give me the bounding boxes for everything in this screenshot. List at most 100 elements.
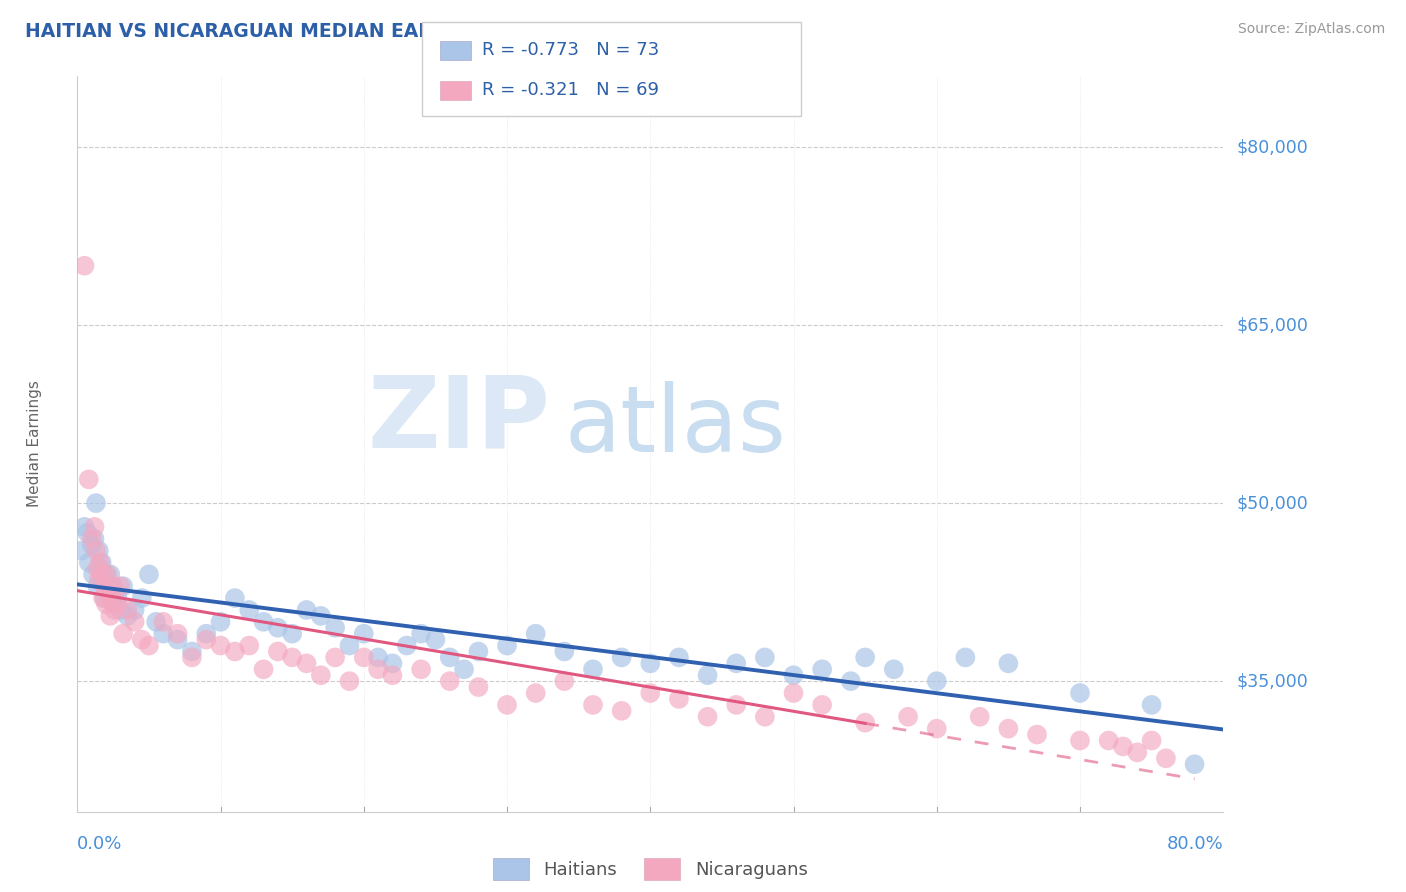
Point	[96, 567, 118, 582]
Point	[811, 698, 834, 712]
Point	[1112, 739, 1135, 754]
Point	[610, 650, 633, 665]
Point	[425, 632, 447, 647]
Point	[367, 662, 389, 676]
Point	[152, 626, 174, 640]
Point	[411, 626, 433, 640]
Point	[524, 686, 547, 700]
Point	[96, 579, 118, 593]
Point	[80, 538, 103, 552]
Point	[782, 686, 804, 700]
Point	[97, 585, 120, 599]
Point	[90, 556, 112, 570]
Point	[180, 644, 204, 658]
Point	[367, 650, 389, 665]
Point	[853, 715, 876, 730]
Point	[696, 668, 718, 682]
Point	[84, 543, 107, 558]
Point	[339, 639, 361, 653]
Point	[395, 639, 418, 653]
Text: Source: ZipAtlas.com: Source: ZipAtlas.com	[1237, 22, 1385, 37]
Point	[87, 543, 110, 558]
Point	[89, 556, 111, 570]
Point	[103, 597, 125, 611]
Point	[98, 567, 121, 582]
Point	[1184, 757, 1206, 772]
Point	[381, 668, 404, 682]
Point	[209, 615, 232, 629]
Point	[124, 603, 146, 617]
Point	[997, 657, 1019, 671]
Legend: Haitians, Nicaraguans: Haitians, Nicaraguans	[485, 851, 815, 888]
Point	[439, 674, 461, 689]
Point	[883, 662, 905, 676]
Point	[224, 644, 246, 658]
Point	[70, 543, 93, 558]
Point	[145, 615, 167, 629]
Point	[80, 532, 103, 546]
Text: ZIP: ZIP	[367, 372, 550, 468]
Point	[725, 657, 748, 671]
Point	[89, 561, 111, 575]
Point	[166, 626, 188, 640]
Point	[101, 579, 124, 593]
Point	[110, 579, 132, 593]
Point	[195, 626, 218, 640]
Point	[897, 710, 920, 724]
Point	[94, 567, 117, 582]
Point	[411, 662, 433, 676]
Point	[610, 704, 633, 718]
Point	[83, 520, 105, 534]
Point	[696, 710, 718, 724]
Point	[640, 686, 662, 700]
Point	[309, 608, 332, 623]
Point	[524, 626, 547, 640]
Point	[87, 574, 110, 588]
Point	[553, 674, 575, 689]
Point	[955, 650, 977, 665]
Point	[754, 650, 776, 665]
Text: $80,000: $80,000	[1237, 138, 1309, 156]
Point	[467, 644, 489, 658]
Point	[353, 650, 375, 665]
Point	[252, 615, 274, 629]
Point	[195, 632, 218, 647]
Point	[100, 591, 122, 605]
Point	[209, 639, 232, 653]
Point	[82, 567, 104, 582]
Point	[267, 621, 290, 635]
Point	[124, 615, 146, 629]
Point	[381, 657, 404, 671]
Point	[668, 692, 690, 706]
Point	[553, 644, 575, 658]
Point	[91, 591, 114, 605]
Point	[77, 556, 100, 570]
Point	[281, 650, 304, 665]
Point	[1069, 686, 1091, 700]
Point	[1140, 733, 1163, 747]
Point	[94, 597, 117, 611]
Point	[811, 662, 834, 676]
Point	[295, 603, 318, 617]
Text: $35,000: $35,000	[1237, 673, 1309, 690]
Point	[339, 674, 361, 689]
Point	[131, 632, 153, 647]
Point	[1098, 733, 1121, 747]
Point	[453, 662, 475, 676]
Point	[112, 579, 135, 593]
Point	[138, 567, 160, 582]
Point	[238, 603, 260, 617]
Point	[725, 698, 748, 712]
Point	[91, 574, 114, 588]
Point	[93, 591, 115, 605]
Point	[76, 525, 98, 540]
Point	[98, 608, 121, 623]
Point	[323, 650, 346, 665]
Point	[107, 597, 129, 611]
Point	[323, 621, 346, 635]
Point	[138, 639, 160, 653]
Point	[309, 668, 332, 682]
Point	[582, 698, 605, 712]
Point	[73, 259, 96, 273]
Point	[77, 472, 100, 486]
